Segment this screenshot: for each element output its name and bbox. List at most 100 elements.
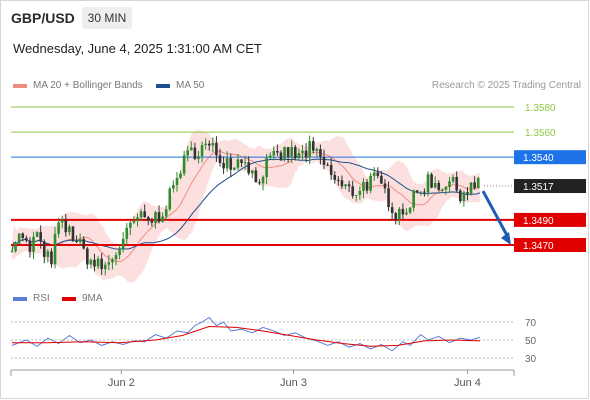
candle-body <box>347 184 351 187</box>
candle-body <box>168 188 172 210</box>
rsi-swatch <box>13 296 27 301</box>
candle-body <box>398 208 401 220</box>
level-tag-1.3540 <box>514 150 586 165</box>
candle-body <box>390 207 394 214</box>
candle-body <box>154 212 157 223</box>
candle-body <box>197 156 200 160</box>
candle-body <box>60 220 64 223</box>
candle-body <box>272 151 276 156</box>
last-price-tag <box>514 179 586 194</box>
x-tick-label: Jun 4 <box>454 377 481 389</box>
candle-body <box>294 147 297 159</box>
candle-body <box>225 158 229 169</box>
candle-body <box>100 258 103 270</box>
rsi-line <box>11 316 481 352</box>
level-label-1.3490: 1.3490 <box>523 216 554 227</box>
ma20-swatch <box>13 83 27 88</box>
candle-body <box>254 170 258 183</box>
candle-body <box>42 241 46 257</box>
legend-ma20: MA 20 + Bollinger Bands <box>13 80 143 91</box>
candle-body <box>150 220 154 223</box>
candle-body <box>146 217 150 221</box>
candle-body <box>25 237 28 241</box>
candle-body <box>243 162 247 164</box>
candle-body <box>297 153 301 159</box>
candle-body <box>175 178 179 185</box>
candle-body <box>466 192 469 194</box>
candle-body <box>53 233 57 265</box>
candle-body <box>103 264 107 270</box>
ma50-line <box>11 158 481 252</box>
candle-body <box>451 176 455 182</box>
forecast-arrow-shaft <box>481 190 511 240</box>
candle-body <box>107 262 111 265</box>
candle-body <box>172 184 175 189</box>
candle-body <box>458 190 462 202</box>
candle-body <box>311 141 315 151</box>
candle-body <box>319 148 322 158</box>
level-label-1.3540: 1.3540 <box>523 153 554 164</box>
candle-body <box>118 249 121 255</box>
candle-body <box>261 177 265 184</box>
candle-body <box>179 173 182 179</box>
candle-body <box>143 211 146 218</box>
level-label-1.3560: 1.3560 <box>525 128 556 139</box>
candle-body <box>329 164 333 176</box>
last-price-label: 1.3517 <box>523 182 554 193</box>
candle-body <box>46 251 50 257</box>
candle-body <box>82 238 86 249</box>
candle-body <box>28 240 32 252</box>
candle-body <box>326 164 329 166</box>
candle-body <box>369 175 372 191</box>
candle-body <box>93 259 96 267</box>
candle-body <box>121 238 125 250</box>
candle-body <box>286 147 290 157</box>
candle-body <box>358 190 362 196</box>
ma20-line <box>11 150 481 263</box>
x-tick-label: Jun 2 <box>108 377 135 389</box>
candle-body <box>308 141 311 158</box>
candle-body <box>164 209 168 217</box>
candle-body <box>455 176 458 191</box>
candle-body <box>340 180 344 187</box>
candle-body <box>139 211 143 218</box>
candle-body <box>415 190 419 192</box>
candle-body <box>17 233 21 244</box>
timeframe-badge[interactable]: 30 MIN <box>82 7 132 29</box>
candle-body <box>473 182 476 188</box>
candle-body <box>32 236 35 252</box>
candle-body <box>362 181 365 191</box>
legend-rsi-ma-label: 9MA <box>82 293 103 304</box>
candle-body <box>354 195 358 197</box>
candle-body <box>111 259 114 263</box>
candle-body <box>290 147 294 157</box>
candle-body <box>376 172 380 176</box>
candle-body <box>401 208 405 215</box>
candle-body <box>96 258 100 267</box>
candle-body <box>250 170 254 174</box>
candle-body <box>114 254 118 260</box>
candle-body <box>136 217 139 221</box>
candle-body <box>57 222 60 234</box>
candle-body <box>337 179 340 181</box>
candle-body <box>448 181 451 188</box>
candle-body <box>268 155 272 158</box>
candle-body <box>218 155 222 164</box>
candle-body <box>222 163 225 169</box>
legend-ma50: MA 50 <box>156 80 204 91</box>
candle-body <box>229 158 233 170</box>
candle-body <box>441 189 444 191</box>
datetime-label: Wednesday, June 4, 2025 1:31:00 AM CET <box>13 41 262 56</box>
candle-body <box>426 174 430 193</box>
rsi-axis-label: 30 <box>525 354 537 365</box>
candle-body <box>125 227 129 239</box>
candle-body <box>21 233 25 238</box>
candle-body <box>86 248 89 265</box>
candle-body <box>39 232 42 242</box>
legend-rsi: RSI <box>13 293 50 304</box>
candle-body <box>211 142 215 146</box>
candle-body <box>132 220 136 223</box>
candle-body <box>236 159 240 168</box>
candle-body <box>75 241 78 243</box>
